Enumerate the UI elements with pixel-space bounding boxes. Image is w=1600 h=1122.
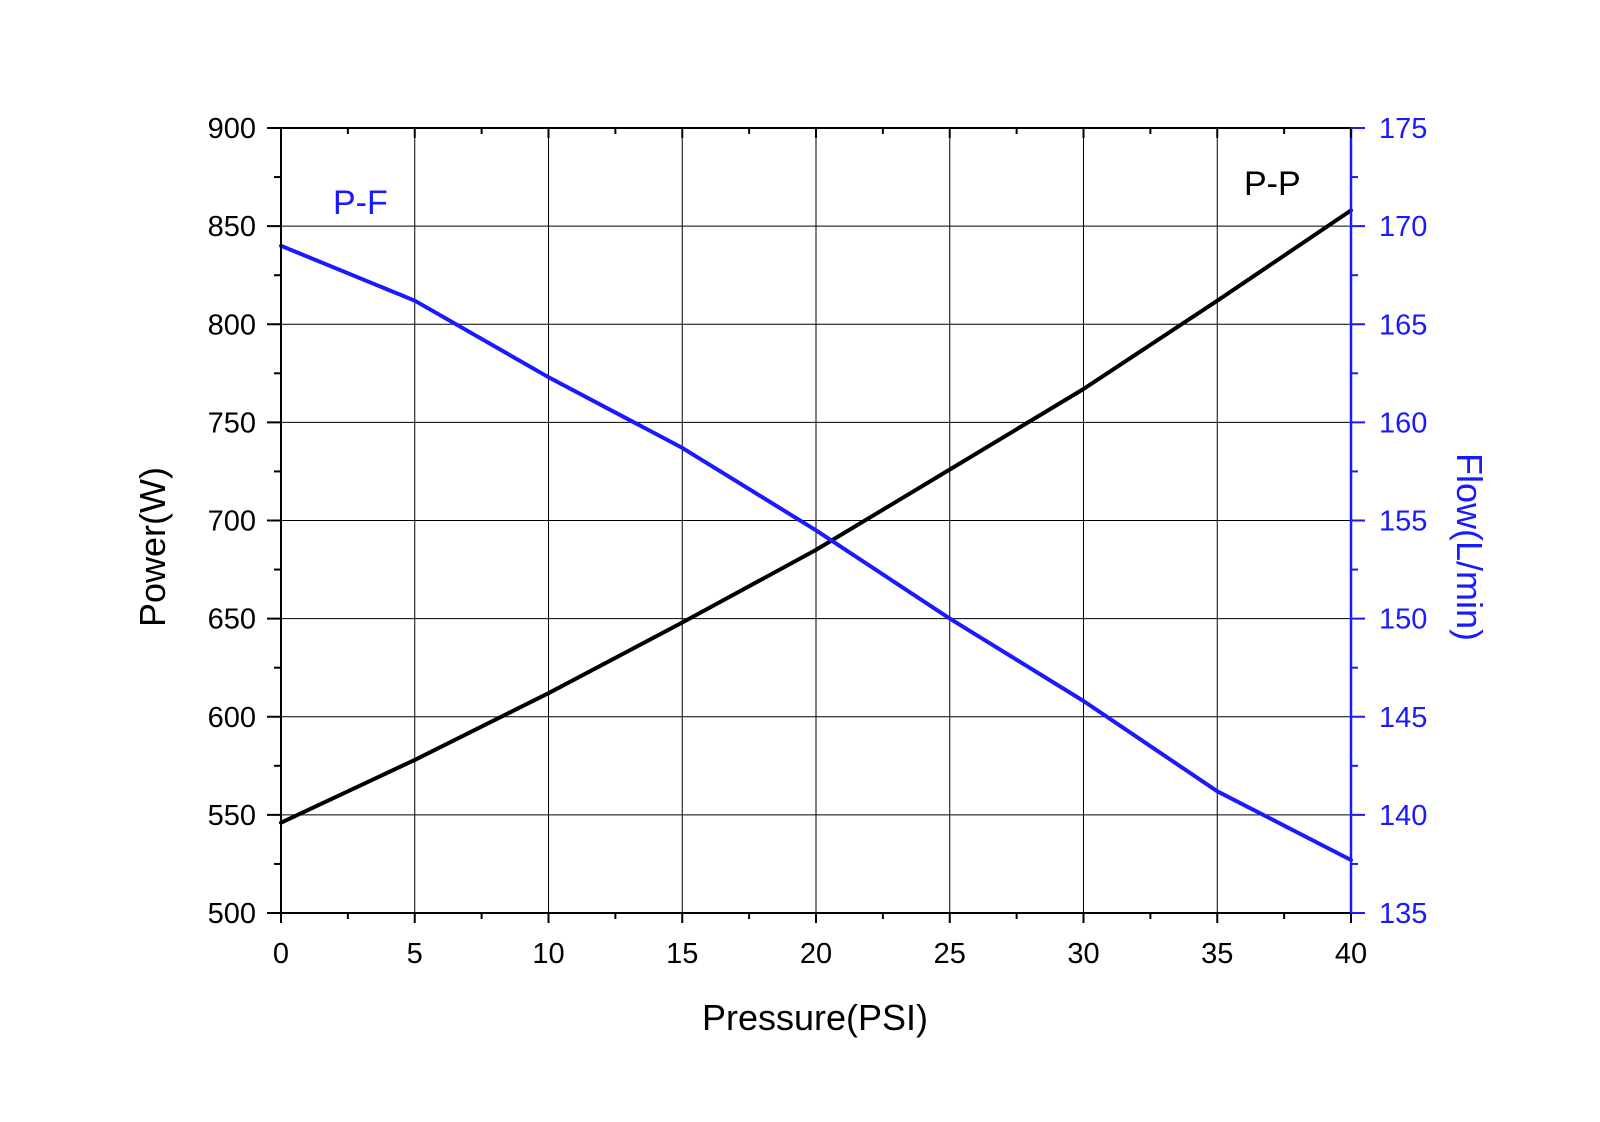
y-left-tick-label: 800 <box>208 309 256 341</box>
series-label-p-p: P-P <box>1244 165 1301 203</box>
x-tick-label: 35 <box>1201 938 1233 970</box>
y-right-tick-label: 140 <box>1379 800 1427 832</box>
series-line-p-p <box>279 208 1353 825</box>
series-line-p-f <box>279 243 1353 862</box>
y-axis-left-label: Power(W) <box>132 467 173 627</box>
y-left-tick-label: 600 <box>208 702 256 734</box>
axes <box>267 127 1365 923</box>
grid-lines <box>281 128 1351 913</box>
y-left-tick-label: 650 <box>208 604 256 636</box>
tick-labels: 0 5 10 15 20 25 30 35 40 500 550 600 650 700 750 800 850… <box>208 113 1428 970</box>
y-axis-right-label: Flow(L/min) <box>1449 453 1490 641</box>
x-tick-label: 25 <box>934 938 966 970</box>
y-left-tick-label: 750 <box>208 407 256 439</box>
y-right-tick-label: 170 <box>1379 211 1427 243</box>
y-left-tick-label: 700 <box>208 506 256 538</box>
series-lines <box>279 208 1353 862</box>
y-left-tick-label: 550 <box>208 800 256 832</box>
x-tick-label: 10 <box>532 938 564 970</box>
y-right-tick-label: 175 <box>1379 113 1427 145</box>
x-tick-label: 40 <box>1335 938 1367 970</box>
x-tick-label: 20 <box>800 938 832 970</box>
y-right-tick-label: 150 <box>1379 604 1427 636</box>
y-right-tick-label: 160 <box>1379 407 1427 439</box>
y-right-tick-label: 155 <box>1379 506 1427 538</box>
x-axis-label: Pressure(PSI) <box>702 997 928 1038</box>
y-right-tick-label: 135 <box>1379 898 1427 930</box>
series-label-p-f: P-F <box>333 184 388 222</box>
y-right-tick-label: 145 <box>1379 702 1427 734</box>
y-left-tick-label: 850 <box>208 211 256 243</box>
x-tick-label: 15 <box>666 938 698 970</box>
x-tick-label: 30 <box>1067 938 1099 970</box>
y-right-tick-label: 165 <box>1379 309 1427 341</box>
y-left-tick-label: 900 <box>208 113 256 145</box>
y-left-tick-label: 500 <box>208 898 256 930</box>
x-tick-label: 5 <box>407 938 423 970</box>
x-tick-label: 0 <box>273 938 289 970</box>
